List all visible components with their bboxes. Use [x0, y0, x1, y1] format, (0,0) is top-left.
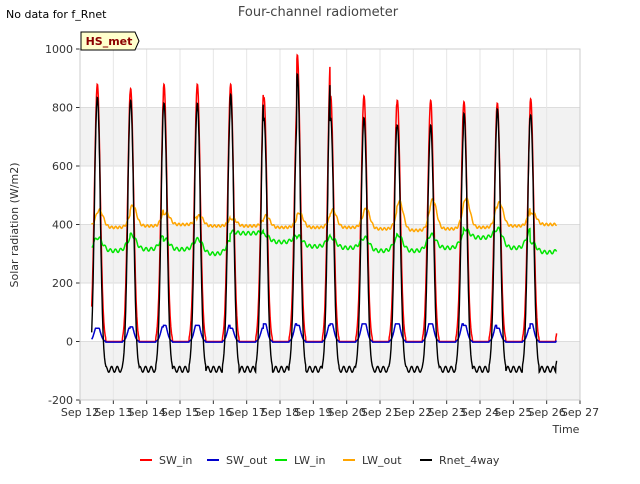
plot-frame [79, 48, 581, 401]
site-badge-box [80, 31, 140, 51]
x-tick-label: Sep 18 [261, 406, 299, 419]
x-tick-label: Sep 16 [194, 406, 232, 419]
x-tick-label: Sep 26 [528, 406, 566, 419]
x-tick-label: Sep 20 [328, 406, 366, 419]
legend-label-lw-in: LW_in [294, 454, 326, 467]
legend-label-rnet-4way: Rnet_4way [439, 454, 500, 467]
x-tick-label: Sep 19 [294, 406, 332, 419]
y-tick-label: 400 [52, 219, 73, 232]
legend-label-sw-out: SW_out [226, 454, 268, 467]
x-tick-label: Sep 12 [61, 406, 99, 419]
x-tick-label: Sep 15 [161, 406, 199, 419]
no-data-note: No data for f_Rnet [6, 8, 107, 21]
y-tick-label: 600 [52, 160, 73, 173]
background-band [80, 224, 580, 283]
series-line-lw-in [91, 225, 558, 257]
legend-label-lw-out: LW_out [362, 454, 402, 467]
y-tick-label: 200 [52, 277, 73, 290]
chart-title: Four-channel radiometer [238, 5, 399, 20]
site-badge-label: HS_met [86, 35, 133, 48]
background-band [80, 341, 580, 400]
x-tick-label: Sep 27 [561, 406, 599, 419]
y-tick-label: 1000 [45, 43, 73, 56]
x-tick-label: Sep 23 [428, 406, 466, 419]
x-tick-label: Sep 17 [228, 406, 266, 419]
series-line-rnet-4way [91, 72, 558, 375]
background-band [80, 283, 580, 342]
y-tick-label: -200 [48, 394, 73, 407]
y-axis-label: Solar radiation (W/m2) [8, 162, 21, 287]
x-tick-label: Sep 24 [461, 406, 499, 419]
series-line-lw-out [91, 197, 558, 233]
x-tick-label: Sep 13 [94, 406, 132, 419]
x-tick-label: Sep 25 [494, 406, 532, 419]
x-tick-label: Sep 14 [128, 406, 166, 419]
y-tick-label: 0 [66, 336, 73, 349]
y-tick-label: 800 [52, 102, 73, 115]
x-tick-label: Sep 22 [394, 406, 432, 419]
legend-label-sw-in: SW_in [159, 454, 192, 467]
x-tick-label: Sep 21 [361, 406, 399, 419]
x-axis-label: Time [552, 423, 580, 436]
